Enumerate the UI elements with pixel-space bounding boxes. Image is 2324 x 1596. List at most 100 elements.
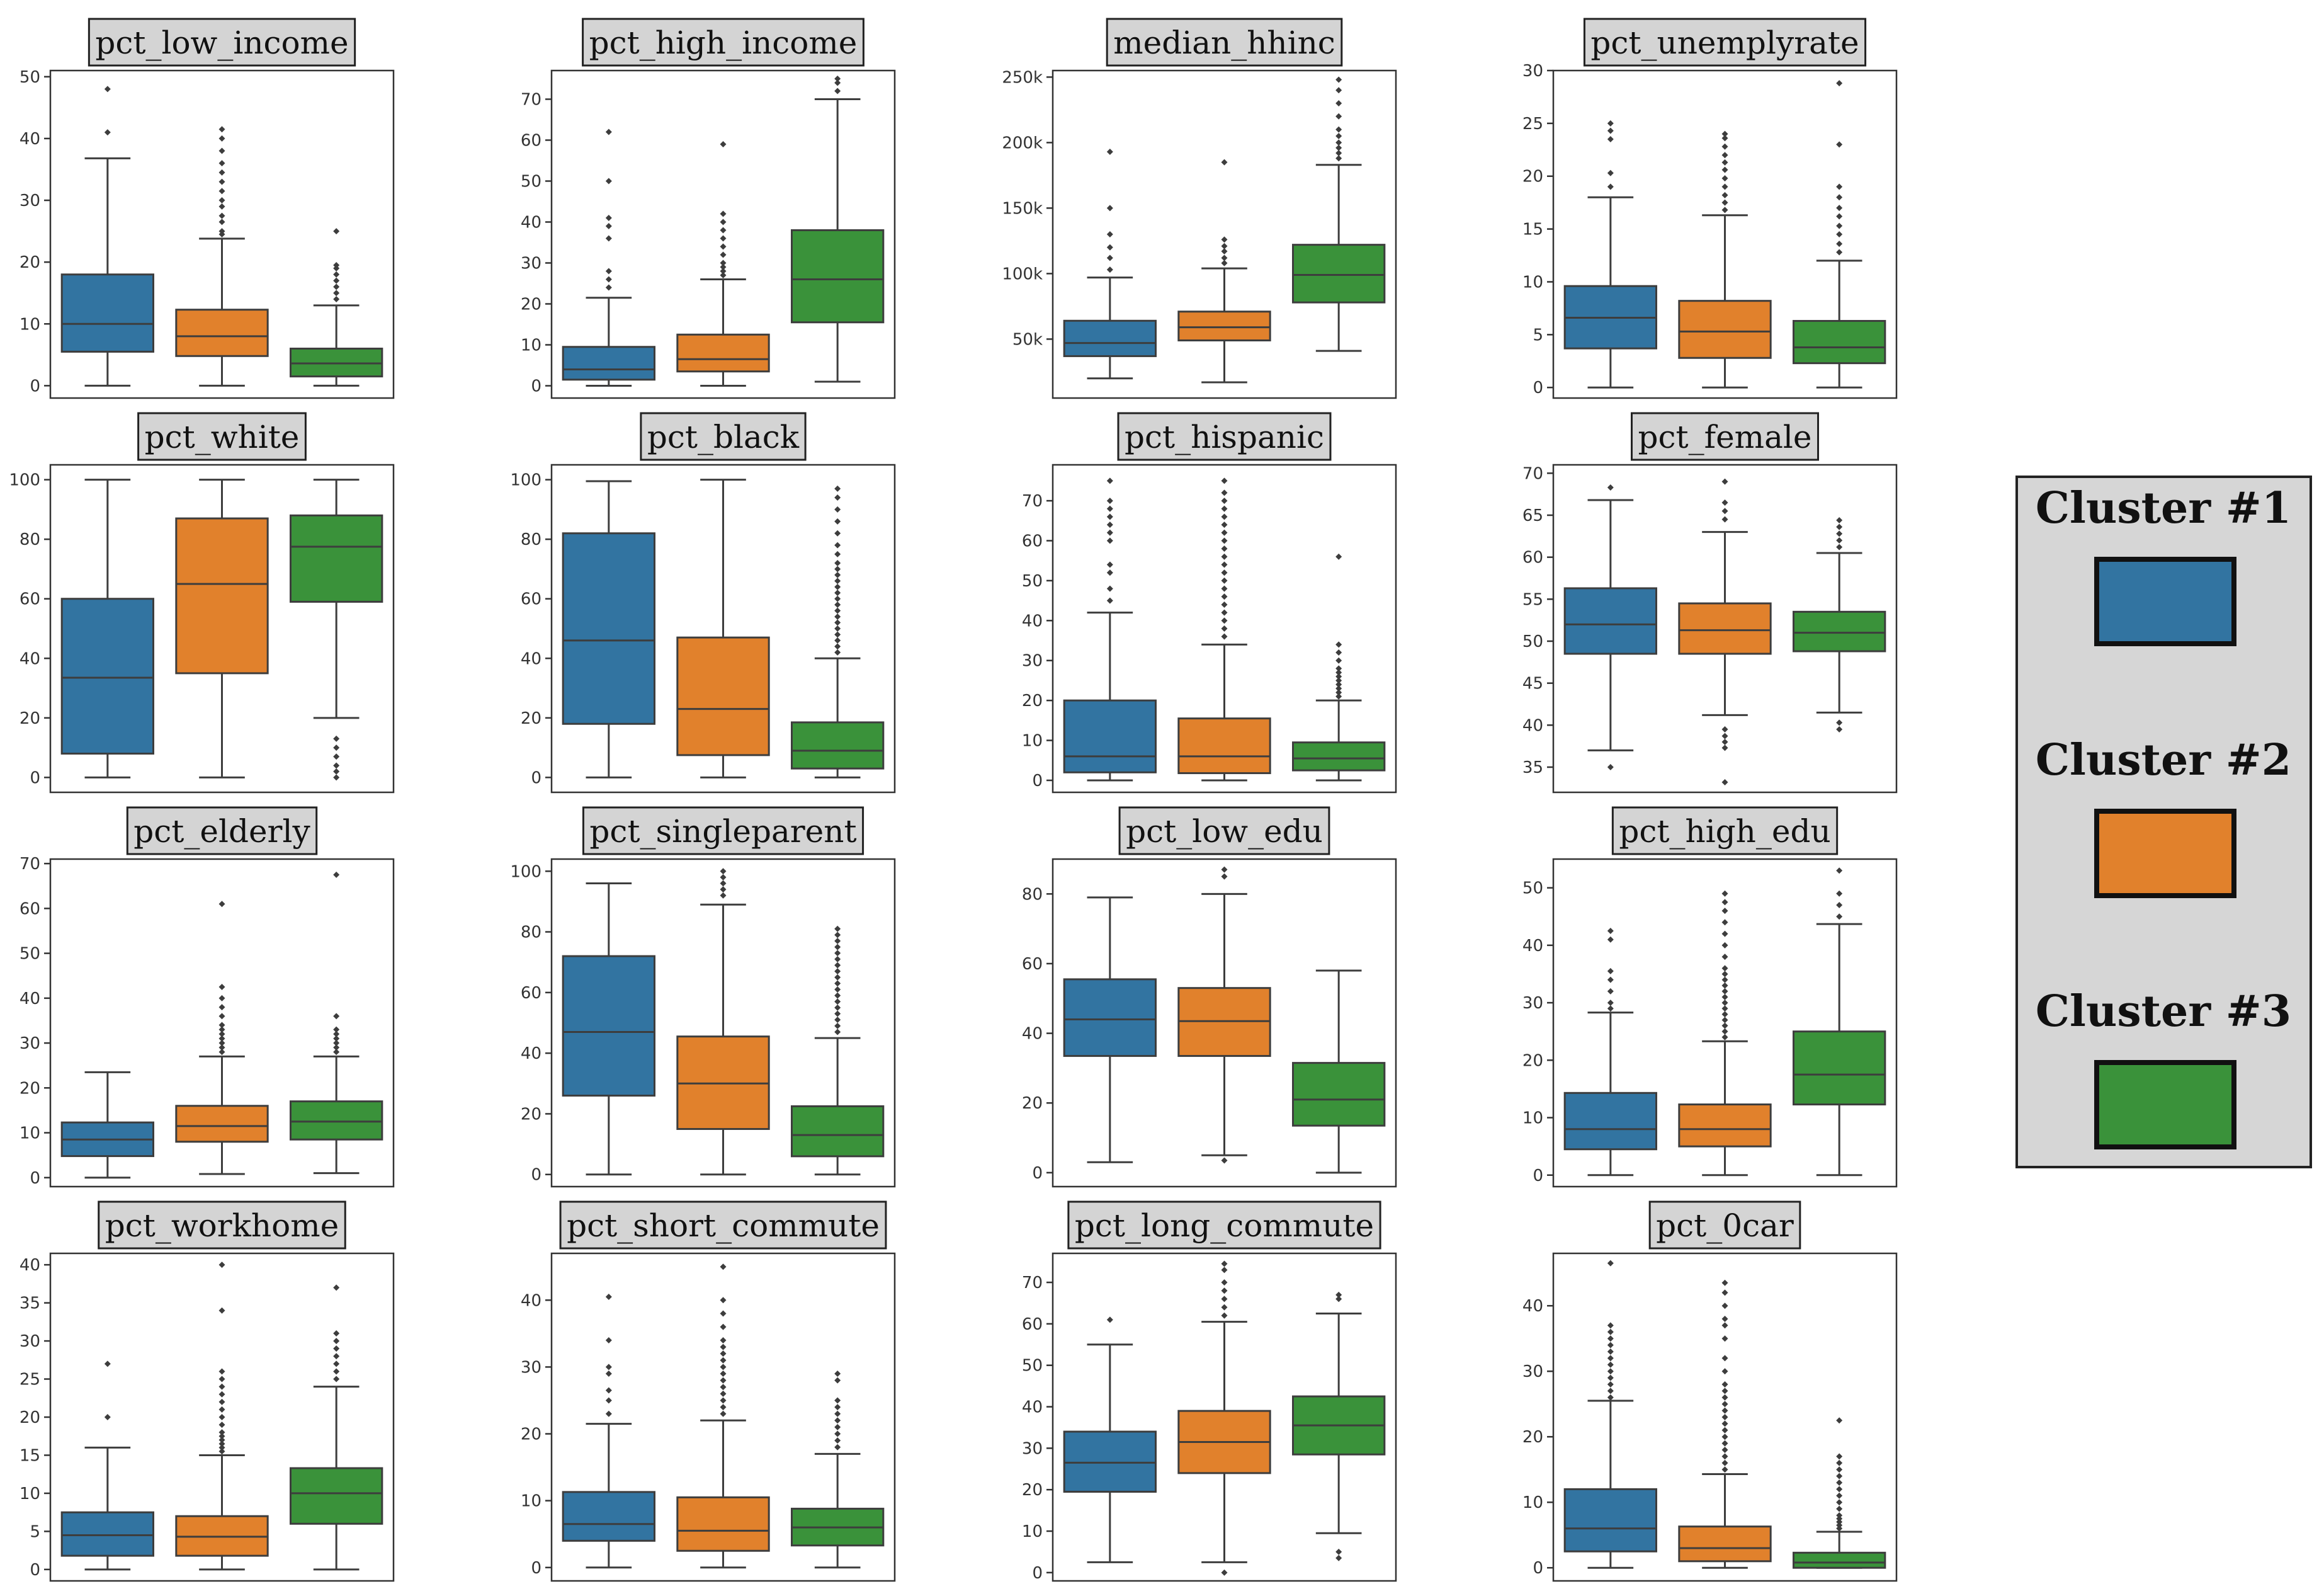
outlier-point	[333, 774, 340, 781]
y-tick-label: 20	[521, 1105, 541, 1124]
outlier-point	[1721, 1407, 1728, 1414]
outlier-point	[720, 259, 727, 266]
outlier-point	[1607, 936, 1614, 943]
outlier-point	[1221, 1304, 1228, 1311]
outlier-point	[1607, 1368, 1614, 1375]
box-body	[1177, 717, 1271, 775]
outlier-point	[1221, 873, 1228, 880]
y-tick-label: 20	[1022, 1094, 1043, 1113]
outlier-point	[834, 542, 841, 549]
box-cluster-2	[1177, 866, 1271, 1164]
outlier-point	[333, 735, 340, 742]
outlier-point	[1721, 965, 1728, 972]
outlier-point	[834, 637, 841, 644]
outlier-point	[218, 169, 225, 176]
outlier-point	[333, 744, 340, 751]
outlier-point	[104, 1414, 111, 1420]
outlier-point	[1335, 1291, 1342, 1298]
outlier-point	[1607, 1260, 1614, 1267]
outlier-point	[834, 506, 841, 513]
box-body	[1563, 587, 1658, 655]
outlier-point	[218, 1440, 225, 1447]
y-tick-label: 60	[1022, 532, 1043, 550]
y-tick-label: 40	[1022, 1025, 1043, 1044]
outlier-point	[333, 262, 340, 269]
outlier-point	[218, 1391, 225, 1398]
y-tick-label: 0	[1533, 1166, 1543, 1185]
outlier-point	[333, 753, 340, 760]
outlier-point	[1335, 677, 1342, 684]
outlier-point	[1221, 505, 1228, 512]
panel-pct-black: 0 20 40 60 80 100 pct_black	[510, 412, 896, 794]
y-tick-label: 60	[20, 899, 40, 918]
box-cluster-3	[791, 485, 885, 778]
y-tick-label: 10	[1022, 732, 1043, 751]
outlier-point	[1836, 80, 1843, 87]
outlier-point	[834, 1444, 841, 1451]
outlier-point	[1607, 484, 1614, 491]
outlier-point	[1106, 1316, 1113, 1323]
outlier-point	[1607, 1374, 1614, 1381]
outlier-point	[1106, 597, 1113, 604]
outlier-point	[1836, 1486, 1843, 1493]
y-tick-label: 0	[30, 1169, 40, 1188]
title-background	[88, 18, 356, 67]
outlier-point	[1106, 522, 1113, 528]
outlier-point	[1335, 155, 1342, 162]
outlier-point	[1836, 194, 1843, 201]
panel-title: pct_workhome	[105, 1207, 339, 1244]
outlier-point	[218, 984, 225, 991]
outlier-point	[834, 1010, 841, 1017]
box-body	[290, 1467, 383, 1525]
outlier-point	[1106, 148, 1113, 155]
outlier-point	[834, 76, 841, 82]
outlier-point	[333, 1026, 340, 1033]
outlier-point	[218, 1383, 225, 1390]
outlier-point	[1836, 205, 1843, 212]
outlier-point	[834, 1423, 841, 1430]
outlier-point	[1721, 1466, 1728, 1473]
panel-title-box: pct_female	[1630, 412, 1820, 461]
outlier-point	[605, 1410, 612, 1417]
box-body	[1793, 320, 1886, 365]
legend: Cluster #1 Cluster #2 Cluster #3	[2015, 476, 2312, 1168]
y-tick-label: 50	[1522, 632, 1543, 651]
legend-swatch	[2094, 557, 2236, 646]
y-tick-label: 55	[1522, 590, 1543, 609]
outlier-point	[1721, 207, 1728, 214]
panel-title: pct_0car	[1656, 1207, 1794, 1244]
y-tick-label: 30	[521, 254, 541, 273]
outlier-point	[1607, 127, 1614, 134]
legend-label: Cluster #3	[2036, 986, 2291, 1037]
outlier-point	[1335, 150, 1342, 157]
y-tick-label: 0	[531, 1166, 541, 1185]
outlier-point	[1607, 1322, 1614, 1329]
y-tick-label: 100k	[1002, 265, 1043, 283]
box-body	[1793, 610, 1886, 653]
panel-title-box: pct_singleparent	[582, 806, 864, 855]
outlier-point	[1721, 899, 1728, 906]
outlier-point	[218, 1406, 225, 1413]
panel-title-box: pct_high_income	[582, 18, 864, 67]
box-body	[1177, 311, 1271, 341]
outlier-point	[1221, 617, 1228, 624]
outlier-point	[834, 980, 841, 987]
outlier-point	[1836, 213, 1843, 220]
panel-pct-long-commute: 0 10 20 30 40 50 60 70 pct_long_commute	[1022, 1200, 1397, 1583]
outlier-point	[1221, 236, 1228, 243]
legend-swatch	[2094, 1060, 2236, 1149]
outlier-point	[218, 1448, 225, 1455]
y-tick-label: 20	[521, 1425, 541, 1444]
outlier-point	[218, 1414, 225, 1420]
outlier-point	[720, 227, 727, 234]
panel-title-box: pct_black	[640, 412, 807, 461]
y-tick-label: 70	[1022, 1274, 1043, 1292]
box-cluster-2	[676, 479, 770, 778]
box-body	[791, 229, 885, 324]
outlier-point	[1221, 545, 1228, 552]
legend-entry-cluster-3: Cluster #3	[2036, 986, 2291, 1149]
title-background	[1067, 1200, 1381, 1250]
outlier-point	[218, 1030, 225, 1037]
panel-title-box: pct_low_income	[88, 18, 356, 67]
outlier-point	[218, 1026, 225, 1033]
